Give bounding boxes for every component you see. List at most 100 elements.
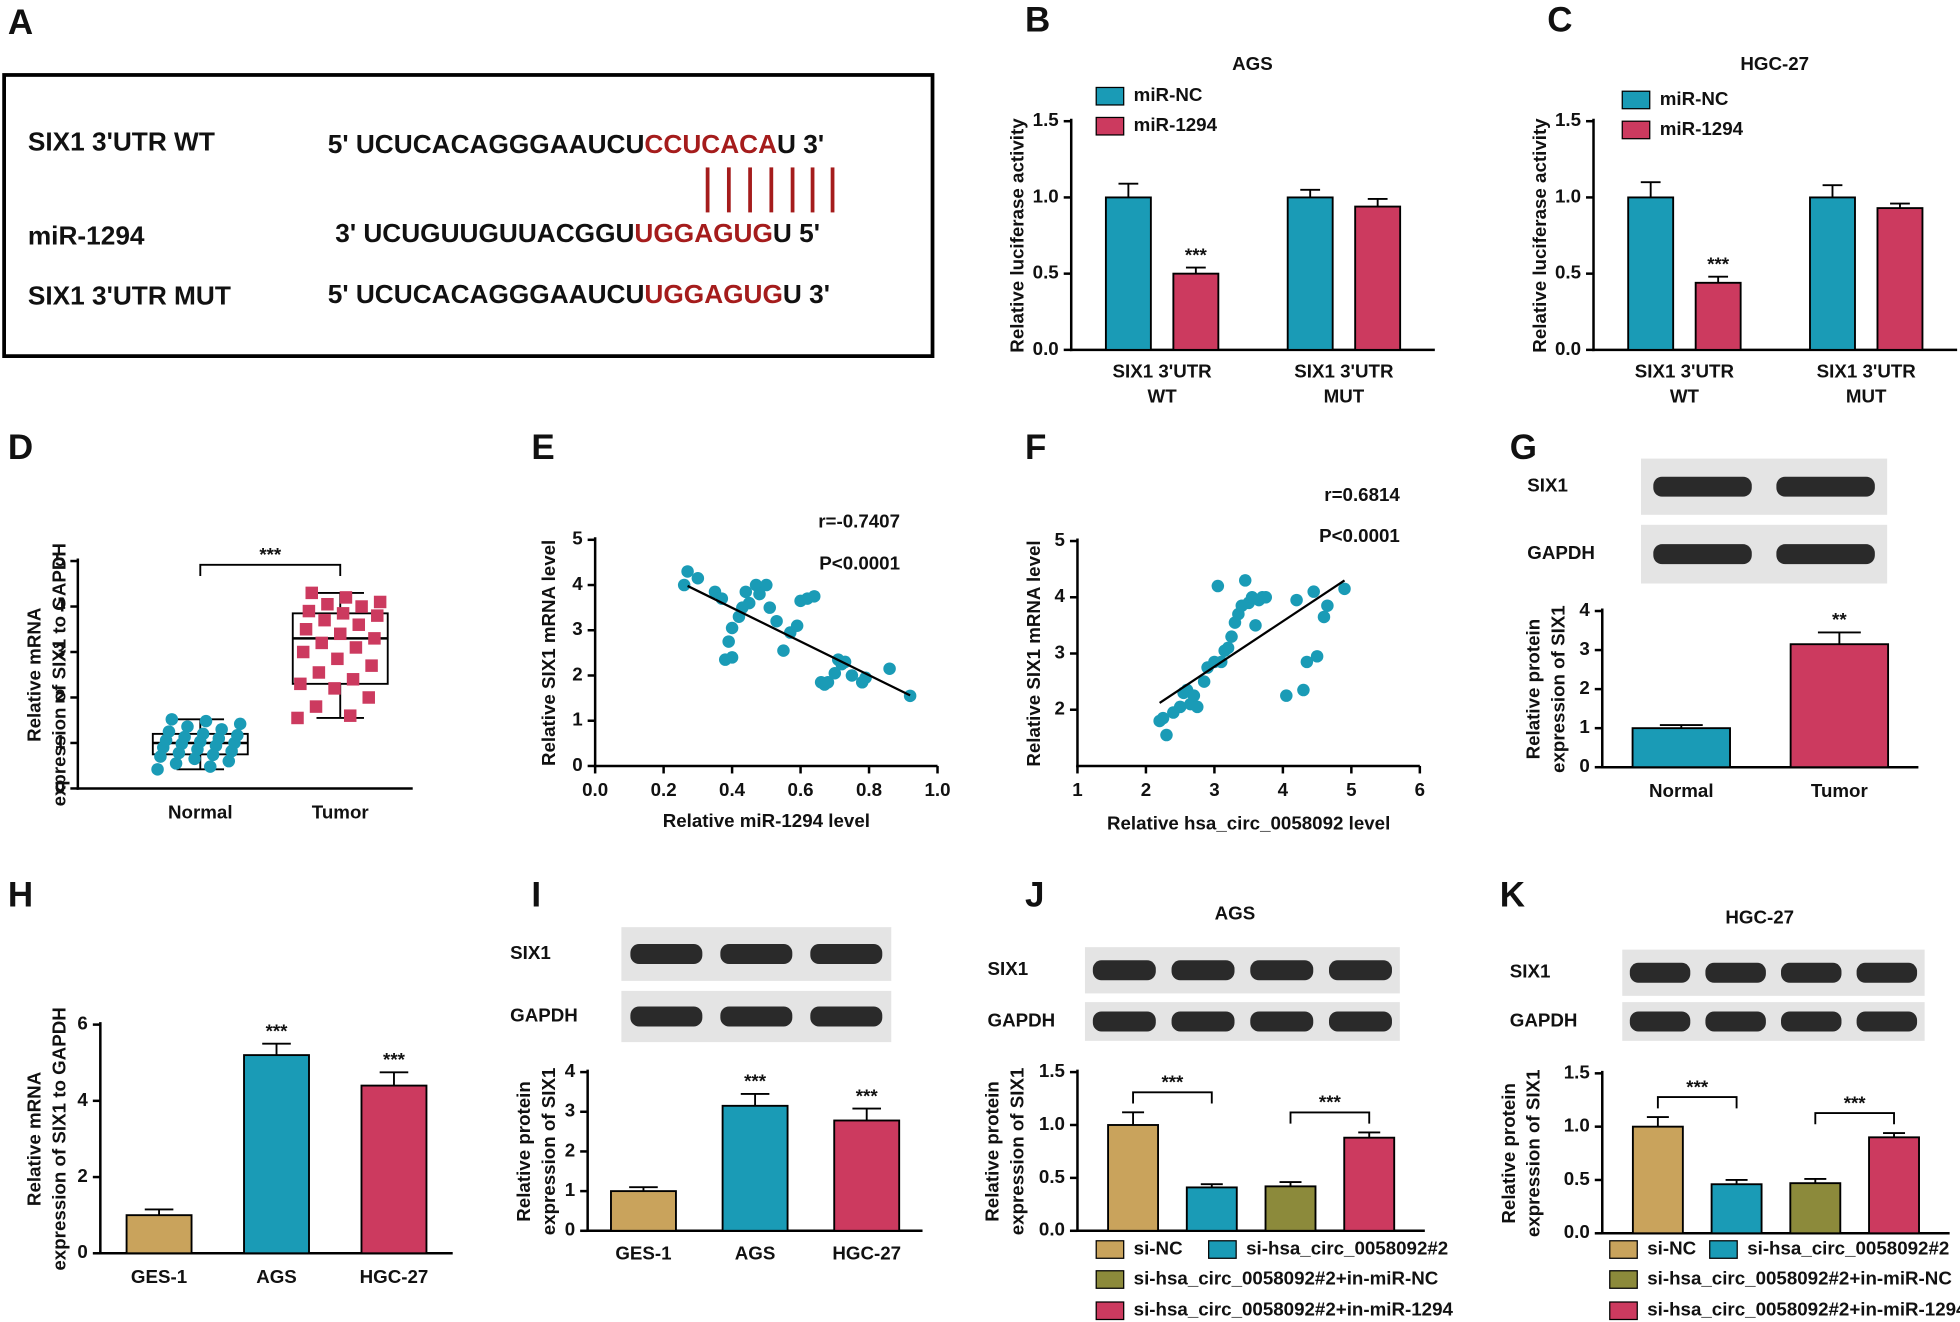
data-point (368, 632, 381, 645)
data-point (742, 596, 756, 610)
y-tick-label: 0 (55, 776, 65, 797)
y-axis-label: expression of SIX1 (538, 1068, 559, 1236)
comparison-bracket (1289, 1111, 1371, 1124)
x-tick-label: SIX1 3'UTR (1113, 360, 1213, 381)
data-point (333, 627, 347, 641)
x-tick-label: SIX1 3'UTR (1635, 360, 1735, 381)
error-bar (262, 1042, 291, 1056)
blot-band (1776, 544, 1875, 565)
data-point (677, 578, 691, 592)
bar (1631, 727, 1731, 769)
legend-swatch (1095, 86, 1125, 106)
y-tick-label: 1.5 (1039, 1060, 1065, 1081)
x-tick-label: HGC-27 (832, 1242, 901, 1263)
sequence-part: U 3' (777, 129, 824, 159)
annotation: P<0.0001 (1319, 525, 1400, 546)
annotation: P<0.0001 (819, 553, 900, 574)
y-axis-label: Relative protein (513, 1081, 534, 1222)
sequence-site: UGGAGUG (634, 218, 772, 248)
y-tick-label: 4 (1055, 585, 1066, 606)
blot-band (1653, 476, 1752, 497)
data-point (294, 677, 307, 691)
blot-label: GAPDH (510, 1004, 578, 1025)
panel-letter: G (1510, 428, 1537, 467)
data-point (222, 754, 236, 768)
blot-band (630, 944, 703, 965)
data-point (1310, 650, 1324, 663)
significance-label: ** (1832, 609, 1847, 630)
data-point (312, 666, 326, 679)
panel-letter: H (8, 875, 33, 914)
x-tick-label: GES-1 (131, 1266, 187, 1287)
x-tick-label: SIX1 3'UTR (1817, 360, 1917, 381)
bar (1631, 1125, 1684, 1235)
y-axis-label: expression of SIX1 (1548, 605, 1569, 773)
error-bar (1358, 1131, 1381, 1138)
bar (721, 1104, 789, 1232)
chart-title: HGC-27 (1725, 906, 1794, 927)
data-point (328, 682, 341, 695)
legend-swatch (1621, 120, 1651, 140)
significance-label: *** (266, 1020, 289, 1041)
y-tick-label: 0.5 (1564, 1168, 1590, 1189)
legend-swatch (1095, 116, 1125, 136)
data-point (199, 714, 213, 728)
bar (1694, 281, 1742, 351)
bar (125, 1214, 193, 1255)
blot-label: SIX1 (1510, 961, 1551, 982)
error-bar (1200, 1183, 1223, 1188)
error-bar (1300, 188, 1321, 198)
y-tick-label: 4 (1579, 599, 1590, 620)
x-tick-label: 3 (1209, 779, 1219, 800)
y-tick-label: 0 (1579, 755, 1589, 776)
data-point (828, 666, 842, 680)
legend-label: si-NC (1647, 1237, 1696, 1258)
data-point (299, 623, 313, 636)
data-point (349, 641, 363, 654)
y-axis-label: Relative protein (1523, 619, 1544, 760)
comparison-bracket (1656, 1096, 1738, 1109)
error-bar (1118, 182, 1139, 198)
y-tick-label: 2 (55, 685, 65, 706)
error-bar (1883, 1132, 1906, 1138)
blot-label: GAPDH (987, 1009, 1055, 1030)
y-tick-label: 2 (572, 663, 582, 684)
data-point (188, 752, 201, 766)
error-bar (629, 1186, 658, 1192)
data-point (291, 711, 304, 725)
blot-band (810, 944, 883, 965)
y-tick-label: 3 (55, 640, 65, 661)
data-point (233, 717, 247, 731)
data-point (845, 669, 859, 682)
y-tick-label: 5 (572, 528, 582, 549)
x-tick-label: MUT (1846, 385, 1887, 406)
fit-line (687, 584, 911, 697)
data-point (725, 651, 739, 664)
data-point (305, 586, 319, 600)
x-axis-label: Relative hsa_circ_0058092 level (1107, 813, 1390, 834)
data-point (1221, 641, 1235, 655)
panel-letter: A (8, 3, 33, 42)
data-point (296, 645, 310, 659)
data-point (739, 585, 753, 599)
data-point (162, 725, 176, 738)
y-tick-label: 0 (572, 754, 582, 775)
y-tick-label: 4 (55, 594, 66, 615)
x-tick-label: GES-1 (615, 1242, 671, 1263)
blot-label: SIX1 (987, 958, 1028, 979)
y-tick-label: 1.0 (1564, 1115, 1590, 1136)
error-bar (1804, 1177, 1827, 1184)
data-point (178, 730, 191, 744)
data-point (321, 597, 334, 611)
data-point (1225, 630, 1238, 643)
legend-label: si-hsa_circ_0058092#2+in-miR-NC (1134, 1267, 1439, 1288)
sequence-box (2, 73, 935, 358)
y-axis-label: Relative luciferase activity (1529, 118, 1550, 353)
legend-label: miR-1294 (1660, 118, 1744, 139)
annotation: r=-0.7407 (818, 510, 900, 531)
x-tick-label: 6 (1415, 779, 1425, 800)
data-point (763, 601, 777, 614)
data-point (346, 673, 360, 686)
y-tick-label: 4 (572, 573, 583, 594)
data-point (753, 587, 766, 601)
